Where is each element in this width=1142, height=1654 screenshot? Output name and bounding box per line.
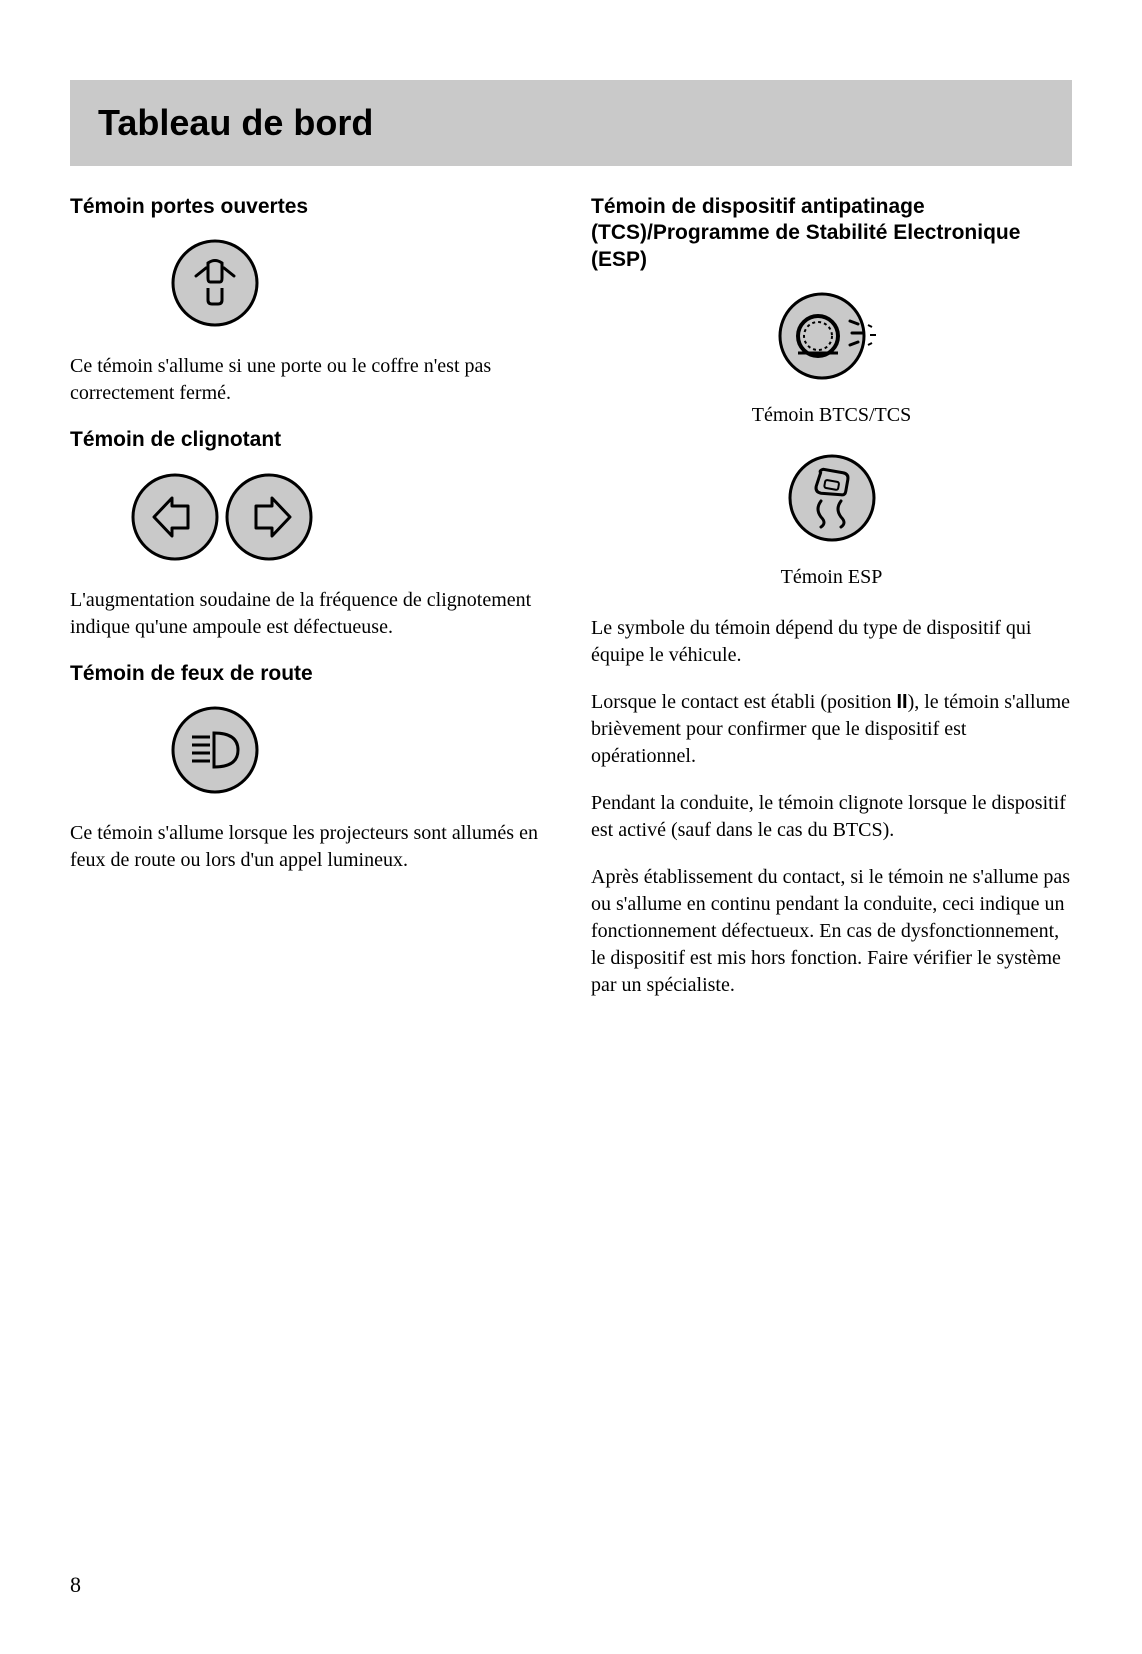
icon-high-beam-wrap [70,705,551,800]
content-columns: Témoin portes ouvertes Ce témoin s'allum… [70,194,1072,1019]
heading-turn-signal: Témoin de clignotant [70,427,551,453]
para2-bold: II [896,691,907,713]
right-column: Témoin de dispositif antipatinage (TCS)/… [591,194,1072,1019]
icon-tcs-wrap [591,291,1072,386]
page-number: 8 [70,1572,81,1598]
caption-tcs: Témoin BTCS/TCS [591,404,1072,427]
page-title: Tableau de bord [98,102,1044,144]
icon-esp-wrap [591,453,1072,548]
esp-icon [787,453,877,543]
left-column: Témoin portes ouvertes Ce témoin s'allum… [70,194,551,1019]
body-tcs-esp-1: Le symbole du témoin dépend du type de d… [591,615,1072,669]
heading-high-beam: Témoin de feux de route [70,661,551,687]
manual-page: Tableau de bord Témoin portes ouvertes C… [0,0,1142,1654]
body-turn-signal: L'augmentation soudaine de la fréquence … [70,587,551,641]
tcs-icon [772,291,892,381]
heading-doors-open: Témoin portes ouvertes [70,194,551,220]
high-beam-icon [170,705,260,795]
turn-left-icon [130,472,220,562]
icon-door-ajar-wrap [70,238,551,333]
body-tcs-esp-2: Lorsque le contact est établi (position … [591,689,1072,770]
body-doors-open: Ce témoin s'allume si une porte ou le co… [70,353,551,407]
icon-turn-signal-wrap [70,472,551,567]
caption-esp: Témoin ESP [591,566,1072,589]
turn-right-icon [224,472,314,562]
body-tcs-esp-3: Pendant la conduite, le témoin clignote … [591,790,1072,844]
body-high-beam: Ce témoin s'allume lorsque les projecteu… [70,820,551,874]
heading-tcs-esp: Témoin de dispositif antipatinage (TCS)/… [591,194,1072,273]
body-tcs-esp-4: Après établissement du contact, si le té… [591,864,1072,999]
para2-pre: Lorsque le contact est établi (position [591,691,896,713]
header-bar: Tableau de bord [70,80,1072,166]
door-ajar-icon [170,238,260,328]
